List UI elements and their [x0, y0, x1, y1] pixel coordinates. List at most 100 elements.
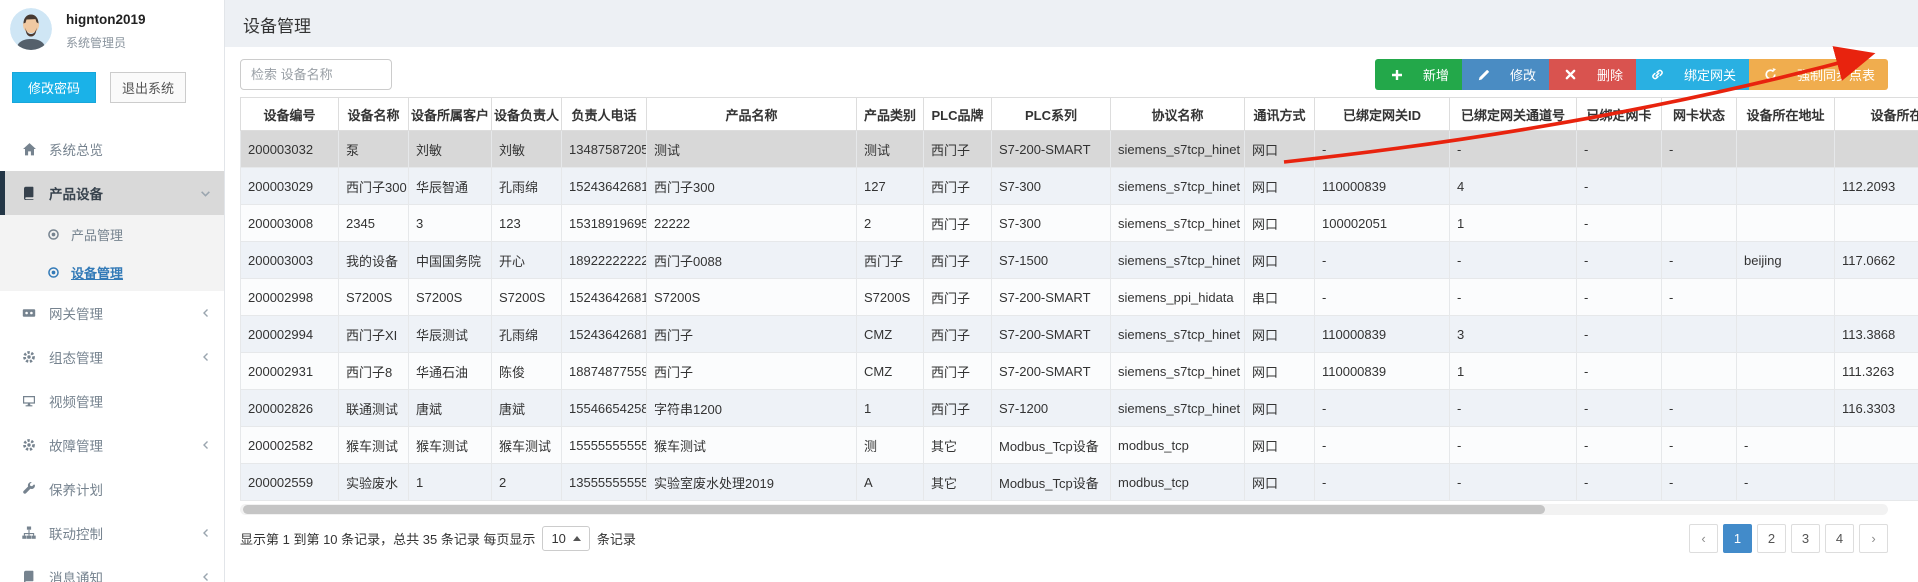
cell: 18922222222	[561, 241, 647, 279]
cell: 西门子	[646, 315, 857, 353]
cell: 刘敏	[408, 130, 492, 168]
table-row[interactable]: 200003003 我的设备 中国国务院 开心 18922222222 西门子0088 西门…	[240, 241, 1918, 279]
add-button[interactable]: 新增	[1374, 59, 1462, 90]
page-2-button[interactable]: 2	[1757, 524, 1786, 553]
column-header[interactable]: 已绑定网关通道号	[1449, 97, 1577, 131]
user-name: hignton2019	[66, 12, 146, 27]
page-next-button[interactable]: ›	[1859, 524, 1888, 553]
table-row[interactable]: 200002994 西门子XI 华辰测试 孔雨绵 15243642681 西门子 CMZ 西门…	[240, 315, 1918, 353]
cell: S7-300	[991, 167, 1111, 205]
change-password-button[interactable]: 修改密码	[12, 72, 96, 103]
sidebar-item-device-manage[interactable]: 设备管理	[0, 253, 224, 291]
column-header[interactable]: 负责人电话	[561, 97, 647, 131]
cell: 西门子300	[338, 167, 409, 205]
page-3-button[interactable]: 3	[1791, 524, 1820, 553]
bind-gateway-button[interactable]: 绑定网关	[1635, 59, 1749, 90]
table-row[interactable]: 200002582 猴车测试 猴车测试 猴车测试 15555555555 猴车测试测其它 M…	[240, 426, 1918, 464]
cell: S7-1500	[991, 241, 1111, 279]
toolbar-buttons: 新增 修改 删除 绑定网关 强制同步点表	[1374, 59, 1888, 90]
cell: 13555555555	[561, 463, 647, 501]
cell: 123	[491, 204, 562, 242]
table-row[interactable]: 200002931 西门子8 华通石油 陈俊 18874877559 西门子 CMZ 西门子 S…	[240, 352, 1918, 390]
sidebar-item-label: 设备管理	[71, 265, 124, 281]
cell	[1834, 463, 1918, 501]
cell: -	[1449, 241, 1577, 279]
sidebar-item-maintenance-plan[interactable]: 保养计划	[0, 467, 224, 511]
sidebar-item-system-overview[interactable]: 系统总览	[0, 127, 224, 171]
column-header[interactable]: 设备所在地址	[1736, 97, 1835, 131]
cell: 15555555555	[561, 426, 647, 464]
sidebar-item-message-notice[interactable]: 消息通知	[0, 555, 224, 582]
cell: 200003008	[240, 204, 339, 242]
column-header[interactable]: 设备名称	[338, 97, 409, 131]
book-icon	[20, 570, 38, 582]
page-1-button[interactable]: 1	[1723, 524, 1752, 553]
column-header[interactable]: 设备负责人	[491, 97, 562, 131]
cell: 西门子	[923, 130, 992, 168]
sidebar-item-linkage-control[interactable]: 联动控制	[0, 511, 224, 555]
sidebar-item-label: 消息通知	[49, 571, 103, 582]
sidebar-item-label: 保养计划	[49, 483, 103, 498]
cell: 猴车测试	[491, 426, 562, 464]
force-sync-button[interactable]: 强制同步点表	[1748, 59, 1888, 90]
gear-icon	[20, 350, 38, 364]
table-row[interactable]: 200003029 西门子300 华辰智通 孔雨绵 15243642681 西门子300 1…	[240, 167, 1918, 205]
column-header[interactable]: 协议名称	[1110, 97, 1245, 131]
table-row[interactable]: 200003032 泵刘敏 刘敏 13487587205 测试 测试 西门子 S7-200-S…	[240, 130, 1918, 168]
column-header[interactable]: 通讯方式	[1244, 97, 1315, 131]
cell: 刘敏	[491, 130, 562, 168]
table-row[interactable]: 200003008 2345 3 123 15318919695 22222 2 西门子 S7-…	[240, 204, 1918, 242]
table-row[interactable]: 200002826 联通测试 唐斌 唐斌 15546654258 字符串1200 1 西门子 S…	[240, 389, 1918, 427]
sidebar-item-scada-manage[interactable]: 组态管理	[0, 335, 224, 379]
user-role: 系统管理员	[66, 36, 127, 50]
cell	[1834, 130, 1918, 168]
cell: 猴车测试	[338, 426, 409, 464]
cell: -	[1736, 426, 1835, 464]
column-header[interactable]: PLC系列	[991, 97, 1111, 131]
cell: S7-200-SMART	[991, 278, 1111, 316]
plus-icon	[1388, 69, 1406, 81]
device-table-wrap: 设备编号 设备名称 设备所属客户 设备负责人 负责人电话 产品名称 产品类别 PLC品牌 PLC…	[240, 97, 1918, 501]
page-prev-button[interactable]: ‹	[1689, 524, 1718, 553]
cell: 113.3868	[1834, 315, 1918, 353]
column-header[interactable]: 产品名称	[646, 97, 857, 131]
column-header[interactable]: 设备所在经度	[1834, 97, 1918, 131]
cell: 网口	[1244, 463, 1315, 501]
cell: -	[1661, 241, 1737, 279]
cell: 实验室废水处理2019	[646, 463, 857, 501]
sidebar-item-product-manage[interactable]: 产品管理	[0, 215, 224, 253]
cell: 唐斌	[408, 389, 492, 427]
cell: 3	[408, 204, 492, 242]
sidebar-item-video-manage[interactable]: 视频管理	[0, 379, 224, 423]
cell: -	[1576, 278, 1662, 316]
column-header[interactable]: 产品类别	[856, 97, 924, 131]
column-header[interactable]: 已绑定网卡	[1576, 97, 1662, 131]
cell: -	[1576, 463, 1662, 501]
page-size-select[interactable]: 10	[542, 526, 590, 551]
horizontal-scrollbar-track[interactable]	[240, 504, 1888, 515]
column-header[interactable]: 网卡状态	[1661, 97, 1737, 131]
page-4-button[interactable]: 4	[1825, 524, 1854, 553]
sidebar-item-fault-manage[interactable]: 故障管理	[0, 423, 224, 467]
table-row[interactable]: 200002559 实验废水 1 2 13555555555 实验室废水处理2019 A 其它…	[240, 463, 1918, 501]
cell: -	[1576, 352, 1662, 390]
toolbar: 新增 修改 删除 绑定网关 强制同步点表	[240, 59, 1918, 90]
logout-button[interactable]: 退出系统	[110, 72, 186, 103]
cell	[1834, 278, 1918, 316]
cell: 字符串1200	[646, 389, 857, 427]
edit-button[interactable]: 修改	[1461, 59, 1549, 90]
horizontal-scrollbar-thumb[interactable]	[243, 505, 1545, 514]
column-header[interactable]: 设备编号	[240, 97, 339, 131]
cell: Modbus_Tcp设备	[991, 463, 1111, 501]
sidebar-item-gateway-manage[interactable]: 网关管理	[0, 291, 224, 335]
cell: S7200S	[338, 278, 409, 316]
delete-button[interactable]: 删除	[1548, 59, 1636, 90]
cell: 200002826	[240, 389, 339, 427]
column-header[interactable]: 设备所属客户	[408, 97, 492, 131]
sidebar-item-label: 产品设备	[49, 187, 103, 202]
column-header[interactable]: PLC品牌	[923, 97, 992, 131]
table-row[interactable]: 200002998 S7200S S7200S S7200S 15243642681 S7…	[240, 278, 1918, 316]
sidebar-item-product-device[interactable]: 产品设备	[0, 171, 224, 215]
search-input[interactable]	[240, 59, 392, 90]
column-header[interactable]: 已绑定网关ID	[1314, 97, 1450, 131]
